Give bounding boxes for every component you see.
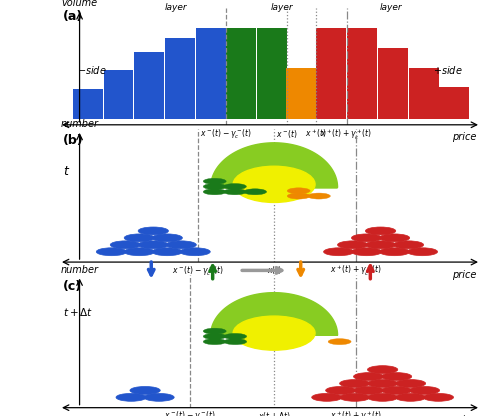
- Circle shape: [380, 234, 410, 242]
- Text: $x^-(t)-\gamma_c^-(t)$: $x^-(t)-\gamma_c^-(t)$: [172, 264, 225, 278]
- Circle shape: [152, 248, 182, 256]
- Circle shape: [224, 189, 246, 195]
- Bar: [347, 28, 377, 119]
- Circle shape: [394, 241, 424, 249]
- Bar: [196, 28, 226, 119]
- Text: $x^+(t)+\gamma_c^+(t)$: $x^+(t)+\gamma_c^+(t)$: [330, 410, 382, 416]
- Text: number: number: [60, 265, 98, 275]
- Circle shape: [180, 248, 210, 256]
- Text: $x(t)$: $x(t)$: [266, 264, 281, 276]
- Circle shape: [244, 189, 266, 195]
- Circle shape: [328, 339, 351, 344]
- Bar: [286, 67, 316, 119]
- Text: $t$: $t$: [63, 165, 70, 178]
- Circle shape: [287, 188, 310, 194]
- Circle shape: [366, 241, 396, 249]
- Circle shape: [352, 248, 382, 256]
- Circle shape: [224, 339, 246, 344]
- Circle shape: [368, 366, 398, 374]
- Text: (c): (c): [63, 280, 82, 293]
- Circle shape: [382, 386, 412, 394]
- Text: price: price: [452, 270, 477, 280]
- Bar: [408, 67, 438, 119]
- Bar: [104, 69, 134, 119]
- Circle shape: [203, 178, 226, 184]
- Bar: [378, 48, 408, 119]
- Bar: [165, 38, 195, 119]
- Text: $x^+(t)+\gamma_c^+(t)$: $x^+(t)+\gamma_c^+(t)$: [320, 128, 372, 142]
- Text: (a): (a): [63, 10, 84, 23]
- Circle shape: [380, 248, 410, 256]
- Circle shape: [287, 193, 310, 199]
- Text: $t+\Delta t$: $t+\Delta t$: [63, 306, 94, 318]
- Circle shape: [138, 241, 168, 249]
- Polygon shape: [210, 293, 338, 335]
- Circle shape: [382, 373, 412, 381]
- Text: $x^+(t)+\gamma_c^+(t)$: $x^+(t)+\gamma_c^+(t)$: [330, 264, 382, 278]
- Bar: [257, 28, 287, 119]
- Circle shape: [410, 386, 440, 394]
- Circle shape: [338, 241, 368, 249]
- Text: (b): (b): [63, 134, 84, 147]
- Text: $x^-(t)$: $x^-(t)$: [276, 128, 298, 140]
- Circle shape: [224, 183, 246, 190]
- Bar: [226, 28, 256, 119]
- Bar: [134, 52, 164, 119]
- Circle shape: [116, 394, 146, 401]
- Ellipse shape: [233, 166, 315, 203]
- Circle shape: [366, 227, 396, 235]
- Text: $x^+(t)$: $x^+(t)$: [304, 128, 327, 141]
- Circle shape: [138, 227, 168, 235]
- Circle shape: [326, 386, 356, 394]
- Text: outer
layer: outer layer: [379, 0, 403, 12]
- Circle shape: [166, 241, 196, 249]
- Text: $x^-(t)-\gamma_c^-(t)$: $x^-(t)-\gamma_c^-(t)$: [200, 128, 252, 141]
- Circle shape: [396, 394, 426, 401]
- Circle shape: [368, 394, 398, 401]
- Circle shape: [352, 234, 382, 242]
- Circle shape: [407, 248, 438, 256]
- Circle shape: [203, 183, 226, 190]
- Circle shape: [308, 193, 330, 199]
- Text: inner
layer: inner layer: [270, 0, 294, 12]
- Text: $-side$: $-side$: [77, 64, 106, 76]
- Circle shape: [152, 234, 182, 242]
- Text: number: number: [60, 119, 98, 129]
- Polygon shape: [210, 143, 338, 188]
- Text: outer
layer: outer layer: [164, 0, 188, 12]
- Circle shape: [324, 248, 354, 256]
- Text: $+side$: $+side$: [434, 64, 463, 76]
- Circle shape: [423, 394, 454, 401]
- Bar: [73, 89, 102, 119]
- Circle shape: [110, 241, 140, 249]
- Circle shape: [144, 394, 174, 401]
- Circle shape: [124, 248, 154, 256]
- Text: volume: volume: [62, 0, 98, 8]
- Circle shape: [396, 379, 426, 387]
- Circle shape: [124, 234, 154, 242]
- Circle shape: [368, 379, 398, 387]
- Text: $x(t+\Delta t)$: $x(t+\Delta t)$: [258, 410, 290, 416]
- Circle shape: [312, 394, 342, 401]
- Bar: [440, 87, 469, 119]
- Circle shape: [203, 328, 226, 334]
- Circle shape: [224, 333, 246, 339]
- Circle shape: [203, 333, 226, 339]
- Circle shape: [340, 394, 370, 401]
- Circle shape: [354, 386, 384, 394]
- Ellipse shape: [233, 316, 315, 350]
- Circle shape: [130, 386, 160, 394]
- Circle shape: [354, 373, 384, 381]
- Circle shape: [203, 189, 226, 195]
- Bar: [316, 28, 346, 119]
- Circle shape: [96, 248, 126, 256]
- Text: $x^-(t)-\gamma_c^-(t)$: $x^-(t)-\gamma_c^-(t)$: [164, 410, 216, 416]
- Circle shape: [340, 379, 370, 387]
- Text: price: price: [452, 415, 477, 416]
- Circle shape: [203, 339, 226, 344]
- Text: price: price: [452, 132, 477, 142]
